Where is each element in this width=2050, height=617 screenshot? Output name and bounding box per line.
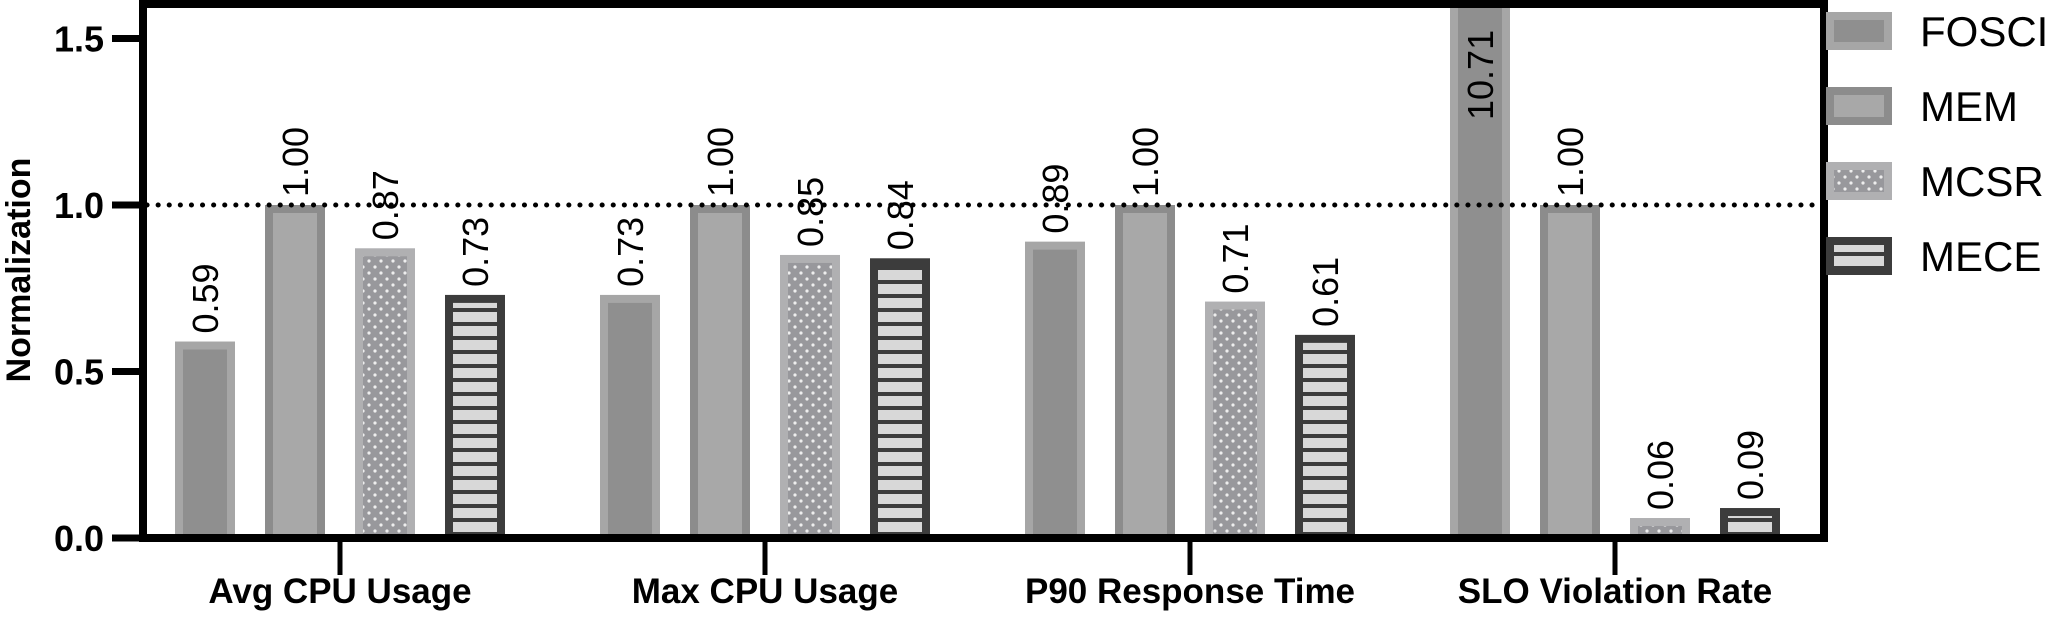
legend-label-mem: MEM xyxy=(1920,83,2018,130)
data-label: 1.00 xyxy=(1550,127,1591,197)
bar-fill-fosci xyxy=(1033,249,1077,538)
x-category-label: Avg CPU Usage xyxy=(208,572,471,611)
bar-fill-fosci xyxy=(183,349,227,538)
data-label: 0.73 xyxy=(610,217,651,287)
legend: FOSCI MEM MCSR MECE xyxy=(1826,8,2048,280)
y-tick-label: 1.0 xyxy=(54,185,104,226)
legend-swatch-fill xyxy=(1834,20,1884,42)
data-label: 0.73 xyxy=(455,217,496,287)
legend-label-mece: MECE xyxy=(1920,233,2041,280)
bar-fill-mece xyxy=(1303,342,1347,538)
bar-fill-mece xyxy=(1728,516,1772,538)
legend-label-fosci: FOSCI xyxy=(1920,8,2048,55)
x-category-label: Max CPU Usage xyxy=(632,572,898,611)
data-label: 0.59 xyxy=(185,263,226,333)
data-label: 0.89 xyxy=(1035,164,1076,234)
y-axis-label: Normalization xyxy=(0,158,38,383)
bar-fill-fosci xyxy=(608,302,652,538)
legend-swatch-fill xyxy=(1834,95,1884,117)
data-label: 0.61 xyxy=(1305,257,1346,327)
bar-fill-mem xyxy=(273,213,317,538)
data-label: 0.84 xyxy=(880,180,921,250)
data-label: 0.85 xyxy=(790,177,831,247)
data-label: 1.00 xyxy=(275,127,316,197)
y-tick-label: 1.5 xyxy=(54,19,104,60)
bar-fill-fosci xyxy=(1458,8,1502,538)
data-label: 0.09 xyxy=(1730,430,1771,500)
bar-fill-mcsr xyxy=(363,256,407,538)
bar-fill-mcsr xyxy=(1213,309,1257,538)
data-label: 0.87 xyxy=(365,170,406,240)
plot-frame xyxy=(139,0,1828,542)
y-tick-label: 0.5 xyxy=(54,352,104,393)
legend-label-mcsr: MCSR xyxy=(1920,158,2044,205)
legend-swatch-fill xyxy=(1834,170,1884,192)
bar-fill-mece xyxy=(453,302,497,538)
data-label: 1.00 xyxy=(700,127,741,197)
x-category-label: SLO Violation Rate xyxy=(1458,572,1772,611)
bar-fill-mem xyxy=(698,213,742,538)
y-tick-label: 0.0 xyxy=(54,518,104,559)
legend-swatch-fill xyxy=(1834,245,1884,267)
x-category-label: P90 Response Time xyxy=(1025,572,1355,611)
data-label: 0.06 xyxy=(1640,440,1681,510)
bar-fill-mem xyxy=(1123,213,1167,538)
data-label: 10.71 xyxy=(1460,30,1501,120)
bar-fill-mem xyxy=(1548,213,1592,538)
bar-fill-mece xyxy=(878,266,922,538)
data-label: 1.00 xyxy=(1125,127,1166,197)
bar-fill-mcsr xyxy=(788,262,832,538)
data-label: 0.71 xyxy=(1215,223,1256,293)
bar-fill-mcsr xyxy=(1638,526,1682,538)
